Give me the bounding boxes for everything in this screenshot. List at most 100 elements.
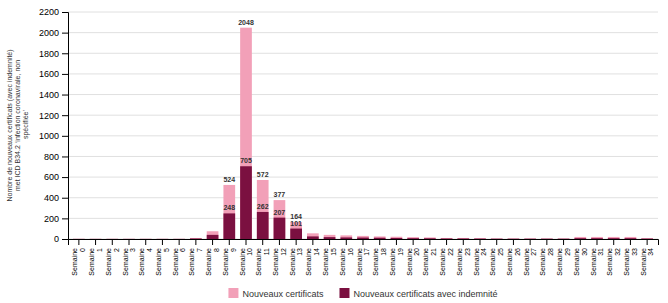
bars	[73, 28, 653, 239]
bar	[474, 238, 486, 239]
tick: Semaine33	[623, 239, 638, 276]
tick: 600	[44, 172, 68, 182]
tick: 400	[44, 193, 68, 203]
tick-mark	[78, 239, 79, 245]
bar	[157, 238, 169, 239]
tick-mark	[62, 95, 68, 96]
tick-mark	[396, 239, 397, 245]
tick-mark	[596, 239, 597, 245]
bar	[106, 238, 118, 239]
tick-label: 0	[54, 234, 59, 244]
tick-label: Semaine19	[389, 248, 404, 276]
annotation: 524	[223, 176, 235, 183]
grid-line	[68, 135, 658, 136]
bar	[190, 238, 202, 239]
bar	[90, 238, 102, 239]
bar	[608, 237, 620, 239]
tick-label: Semaine29	[556, 248, 571, 276]
tick: Semaine1	[88, 239, 103, 276]
tick-mark	[413, 239, 414, 245]
grid-line	[68, 177, 658, 178]
bar	[106, 238, 118, 239]
tick: Semaine34	[640, 239, 655, 276]
bar	[73, 238, 85, 239]
bar-series	[73, 166, 653, 239]
tick: Semaine27	[523, 239, 538, 276]
legend-label: Nouveaux certificats	[242, 289, 324, 299]
tick: Semaine12	[272, 239, 287, 276]
bar	[307, 236, 319, 239]
tick-label: Semaine16	[339, 248, 354, 276]
tick-mark	[346, 239, 347, 245]
tick-label: Semaine23	[456, 248, 471, 276]
tick-label: Semaine12	[272, 248, 287, 276]
tick: Semaine32	[606, 239, 621, 276]
tick: Semaine2	[105, 239, 120, 276]
tick: Semaine15	[322, 239, 337, 276]
tick-mark	[62, 177, 68, 178]
tick-mark	[613, 239, 614, 245]
tick-mark	[195, 239, 196, 245]
tick: 1400	[39, 90, 68, 100]
tick-label: Semaine10	[239, 248, 254, 276]
tick: 1600	[39, 69, 68, 79]
bar	[290, 229, 302, 239]
bar	[207, 231, 219, 239]
bar	[240, 166, 252, 239]
annotation: 262	[257, 203, 269, 210]
tick-mark	[62, 53, 68, 54]
annotation: 572	[257, 171, 269, 178]
grid-line	[68, 197, 658, 198]
chart: 0200400600800100012001400160018002000220…	[0, 0, 668, 303]
bar	[574, 238, 586, 239]
tick-mark	[62, 198, 68, 199]
tick-mark	[95, 239, 96, 245]
bar	[207, 235, 219, 239]
tick: Semaine25	[489, 239, 504, 276]
bar	[357, 236, 369, 239]
tick-label: Semaine0	[71, 248, 86, 276]
tick-label: Semaine22	[439, 248, 454, 276]
bar	[424, 237, 436, 239]
tick-mark	[62, 136, 68, 137]
tick-label: Semaine28	[539, 248, 554, 276]
tick-label: Semaine27	[523, 248, 538, 276]
bar-series	[73, 28, 653, 239]
bar	[424, 238, 436, 239]
bar	[407, 238, 419, 239]
bar	[508, 238, 520, 239]
tick-mark	[62, 12, 68, 13]
tick-label: Semaine15	[322, 248, 337, 276]
tick-mark	[129, 239, 130, 245]
tick: Semaine9	[222, 239, 237, 276]
bar	[558, 238, 570, 239]
bar	[625, 237, 637, 239]
annotation: 705	[240, 157, 252, 164]
tick: 800	[44, 152, 68, 162]
bar	[173, 238, 185, 239]
tick-mark	[212, 239, 213, 245]
bar	[240, 28, 252, 239]
bar	[524, 238, 536, 239]
tick: Semaine17	[356, 239, 371, 276]
bar	[574, 237, 586, 239]
tick: Semaine10	[239, 239, 254, 276]
grid-line	[68, 12, 658, 13]
bar	[541, 238, 553, 239]
tick-label: 2000	[39, 28, 59, 38]
legend-label: Nouveaux certificats avec indemnité	[353, 289, 497, 299]
tick-label: Semaine9	[222, 248, 237, 276]
tick: Semaine28	[539, 239, 554, 276]
bar	[591, 238, 603, 239]
tick-mark	[546, 239, 547, 245]
tick: Semaine3	[122, 239, 137, 276]
tick-mark	[179, 239, 180, 245]
y-axis: 0200400600800100012001400160018002000220…	[39, 7, 69, 244]
tick-label: Semaine11	[255, 248, 270, 276]
tick-mark	[563, 239, 564, 245]
plot: 0200400600800100012001400160018002000220…	[39, 7, 659, 275]
bar	[491, 238, 503, 239]
tick-mark	[296, 239, 297, 245]
bar	[374, 238, 386, 239]
tick-mark	[363, 239, 364, 245]
